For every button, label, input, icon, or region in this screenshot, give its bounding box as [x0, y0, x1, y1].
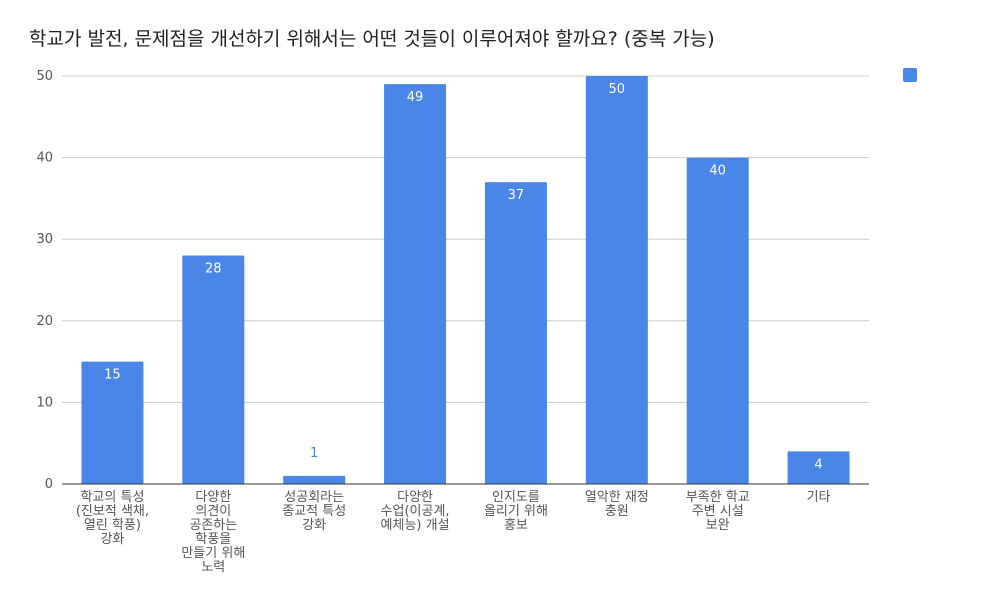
x-tick-label: 성공회라는 종교적 특성 강화	[282, 490, 346, 533]
x-tick-label-line: 성공회라는	[284, 490, 344, 505]
x-tick-label-line: 인지도를	[492, 490, 540, 505]
x-tick-label: 부족한 학교 주변 시설 보완	[686, 490, 750, 533]
data-label: 4	[814, 457, 822, 472]
data-label: 50	[609, 82, 626, 97]
x-tick-label: 다양한 수업(이공계, 예체능) 개설	[381, 490, 450, 533]
bar	[484, 182, 547, 484]
x-tick-label-line: 수업(이공계,	[381, 504, 450, 519]
data-label: 15	[104, 368, 121, 383]
bar	[384, 84, 447, 484]
y-tick-label: 0	[45, 477, 53, 492]
data-label: 1	[310, 446, 318, 461]
x-tick-label: 기타	[807, 490, 831, 505]
x-tick-label-line: (진보적 색채,	[76, 504, 149, 519]
bar	[585, 76, 648, 484]
x-tick-label: 학교의 특성 (진보적 색채, 열린 학풍) 강화	[76, 490, 149, 547]
x-tick-label-line: 강화	[100, 532, 124, 547]
data-label: 49	[407, 90, 424, 105]
x-tick-label-line: 올리기 위해	[484, 504, 548, 519]
y-tick-label: 30	[36, 232, 53, 247]
x-tick-label-line: 홍보	[504, 518, 528, 533]
x-tick-label-line: 강화	[302, 518, 326, 533]
x-tick-label-line: 다양한	[397, 490, 433, 505]
x-tick-label-line: 만들기 위해	[181, 546, 245, 561]
data-label: 40	[709, 164, 726, 179]
x-tick-label-line: 예체능) 개설	[381, 518, 450, 533]
bar	[686, 157, 749, 484]
x-tick-label: 열악한 재정 충원	[585, 490, 649, 519]
y-tick-label: 50	[36, 69, 53, 84]
bar	[81, 361, 144, 484]
x-tick-label-line: 부족한 학교	[686, 490, 750, 505]
y-tick-label: 40	[36, 151, 53, 166]
y-tick-label: 20	[36, 314, 53, 329]
data-label: 28	[205, 262, 222, 277]
bar	[283, 475, 346, 484]
x-tick-label: 인지도를 올리기 위해 홍보	[484, 490, 548, 533]
x-tick-label-line: 공존하는	[189, 518, 237, 533]
x-tick-label: 다양한 의견이 공존하는 학풍을 만들기 위해 노력	[181, 490, 245, 575]
x-tick-label-line: 학풍을	[195, 532, 231, 547]
bar	[787, 451, 850, 484]
x-tick-label-line: 종교적 특성	[282, 504, 346, 519]
x-tick-label-line: 주변 시설	[692, 504, 744, 519]
legend-swatch	[903, 68, 917, 82]
data-label: 37	[508, 188, 525, 203]
x-tick-label-line: 보완	[706, 518, 730, 533]
x-tick-label-line: 학교의 특성	[80, 490, 144, 505]
bar	[182, 255, 245, 484]
x-tick-label-line: 열린 학풍)	[84, 518, 141, 533]
x-tick-label-line: 노력	[201, 560, 225, 575]
x-tick-label-line: 충원	[605, 504, 629, 519]
x-tick-label-line: 기타	[807, 490, 831, 505]
x-tick-label-line: 열악한 재정	[585, 490, 649, 505]
y-tick-label: 10	[36, 395, 53, 410]
chart-title: 학교가 발전, 문제점을 개선하기 위해서는 어떤 것들이 이루어져야 할까요?…	[29, 28, 715, 50]
x-tick-label-line: 의견이	[195, 504, 231, 519]
x-tick-label-line: 다양한	[195, 490, 231, 505]
